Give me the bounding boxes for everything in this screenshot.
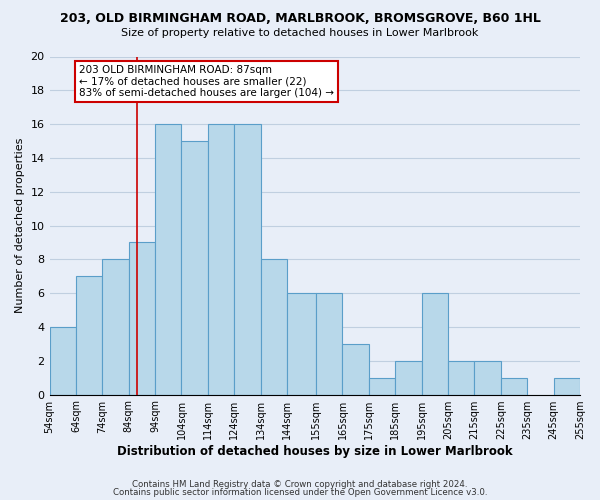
Bar bbox=[50, 327, 76, 394]
Text: Size of property relative to detached houses in Lower Marlbrook: Size of property relative to detached ho… bbox=[121, 28, 479, 38]
Bar bbox=[554, 378, 580, 394]
Bar bbox=[181, 141, 208, 395]
Text: 203 OLD BIRMINGHAM ROAD: 87sqm
← 17% of detached houses are smaller (22)
83% of : 203 OLD BIRMINGHAM ROAD: 87sqm ← 17% of … bbox=[79, 65, 334, 98]
Bar bbox=[287, 293, 316, 394]
Bar bbox=[369, 378, 395, 394]
Bar bbox=[475, 361, 501, 394]
Y-axis label: Number of detached properties: Number of detached properties bbox=[15, 138, 25, 313]
Bar bbox=[103, 260, 129, 394]
Bar bbox=[448, 361, 475, 394]
Bar bbox=[422, 293, 448, 394]
Bar bbox=[260, 260, 287, 394]
Bar bbox=[129, 242, 155, 394]
Bar bbox=[343, 344, 369, 395]
Bar bbox=[155, 124, 181, 394]
Bar bbox=[234, 124, 260, 394]
Text: Contains HM Land Registry data © Crown copyright and database right 2024.: Contains HM Land Registry data © Crown c… bbox=[132, 480, 468, 489]
Text: 203, OLD BIRMINGHAM ROAD, MARLBROOK, BROMSGROVE, B60 1HL: 203, OLD BIRMINGHAM ROAD, MARLBROOK, BRO… bbox=[59, 12, 541, 26]
Bar bbox=[395, 361, 422, 394]
Bar bbox=[501, 378, 527, 394]
Text: Contains public sector information licensed under the Open Government Licence v3: Contains public sector information licen… bbox=[113, 488, 487, 497]
X-axis label: Distribution of detached houses by size in Lower Marlbrook: Distribution of detached houses by size … bbox=[117, 444, 512, 458]
Bar bbox=[76, 276, 103, 394]
Bar bbox=[208, 124, 234, 394]
Bar bbox=[316, 293, 343, 394]
